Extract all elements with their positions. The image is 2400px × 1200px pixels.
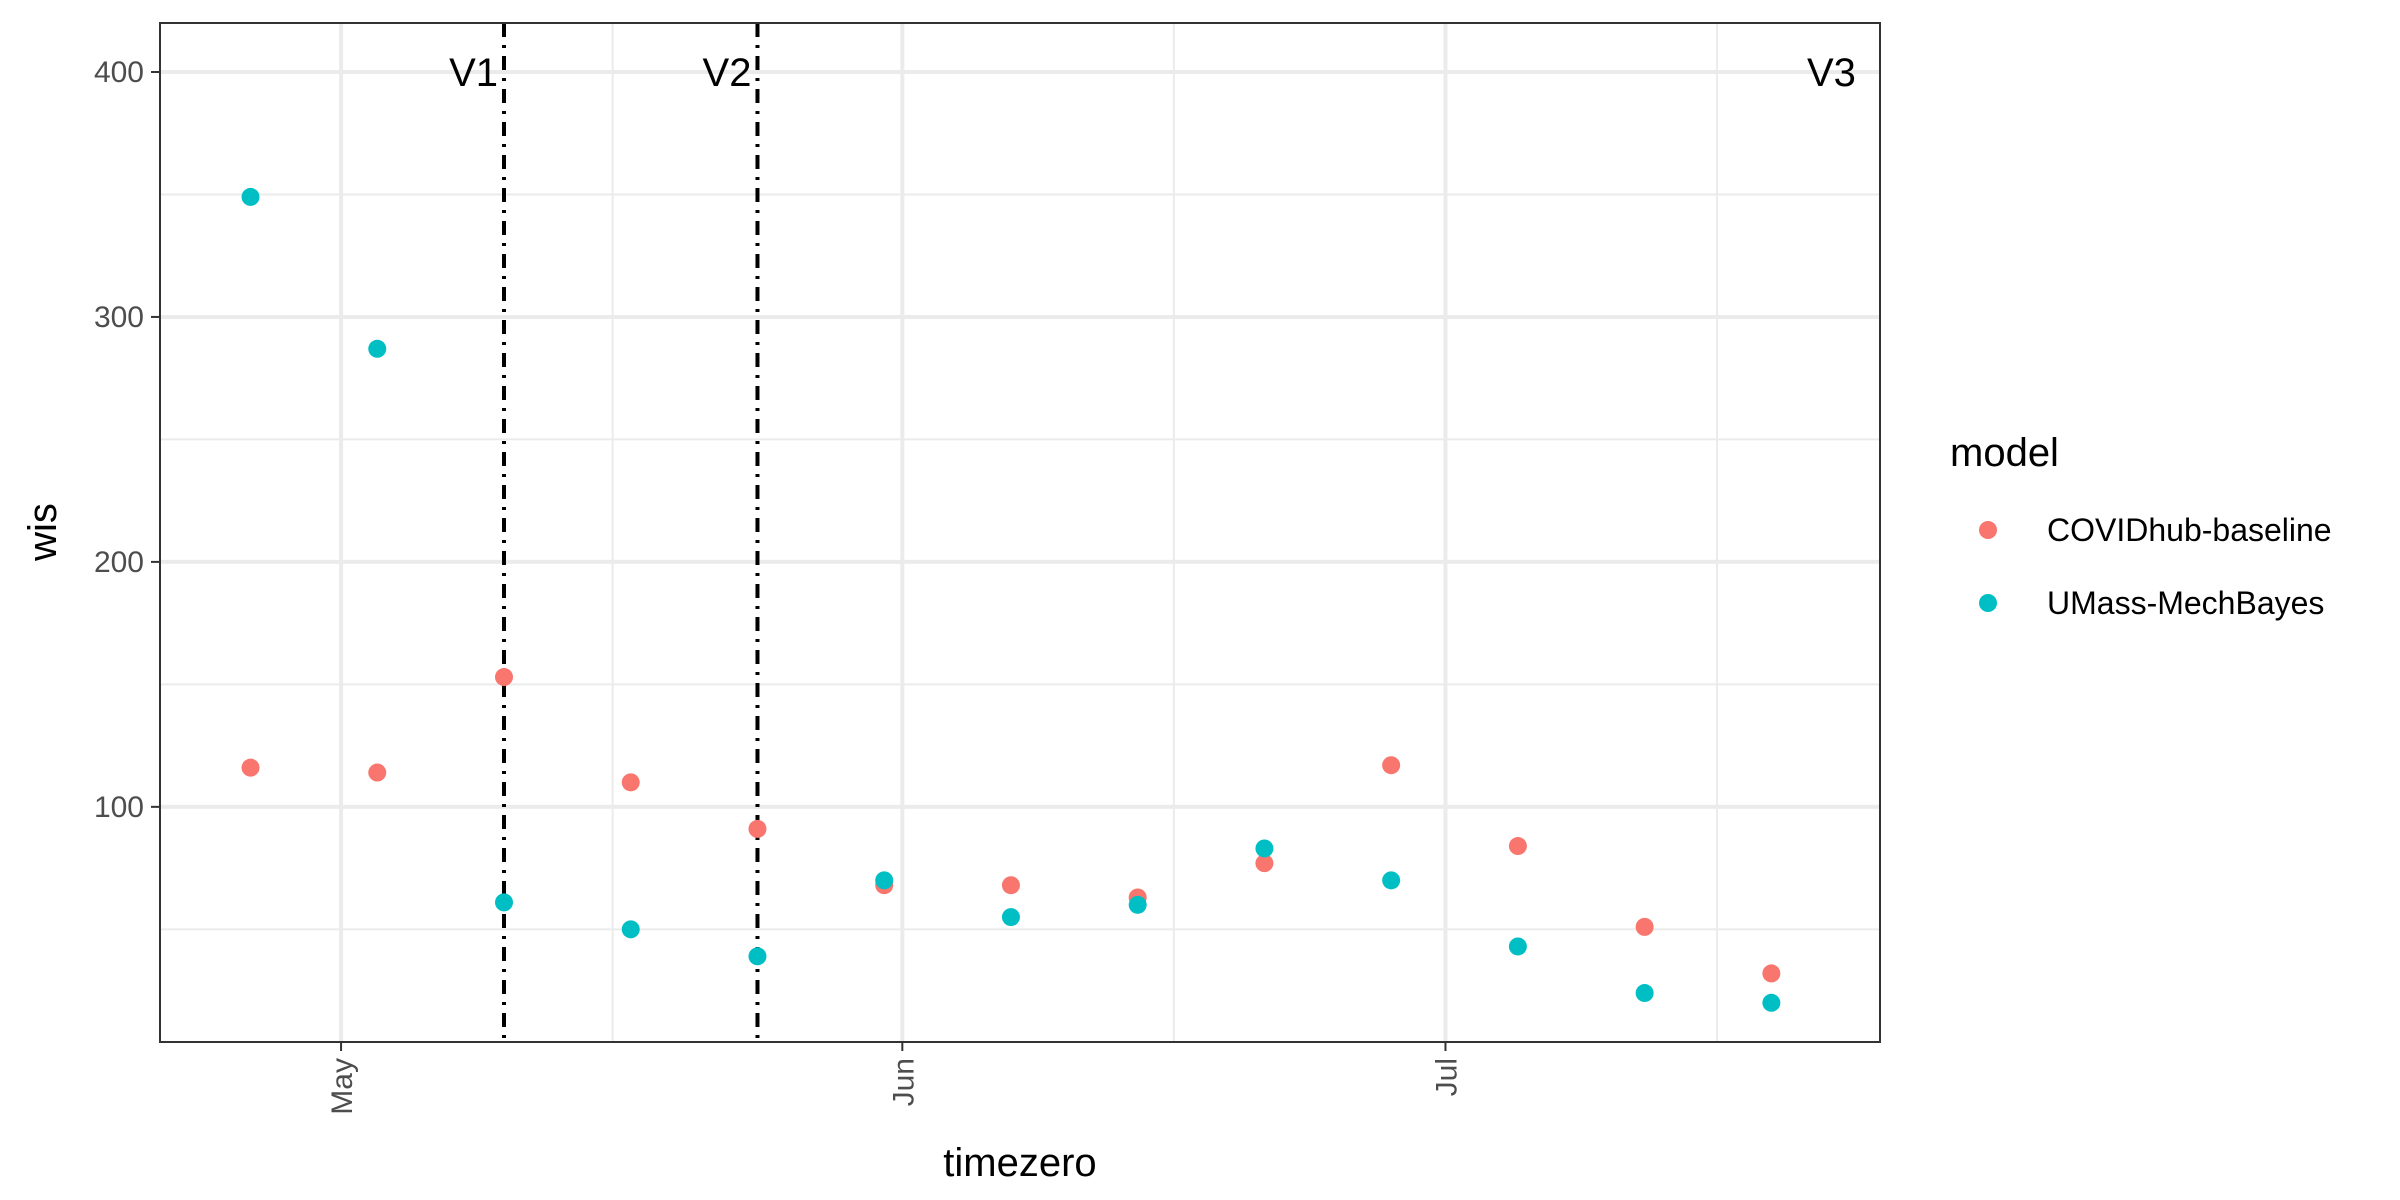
point-covidhub-baseline — [1382, 756, 1401, 775]
major-gridlines — [160, 23, 1880, 1042]
minor-gridlines — [160, 23, 1880, 1042]
x-axis-title: timezero — [943, 1141, 1096, 1185]
point-covidhub-baseline — [621, 773, 640, 792]
y-tick-label: 100 — [94, 791, 144, 824]
x-tick-label-may: May — [326, 1058, 359, 1115]
y-tick-label: 200 — [94, 546, 144, 579]
x-tick-label-jun: Jun — [887, 1058, 920, 1106]
legend-label-covidhub-baseline: COVIDhub-baseline — [2047, 512, 2332, 548]
x-axis: May Jun Jul — [326, 1042, 1463, 1115]
x-tick-label-jul: Jul — [1430, 1058, 1463, 1096]
point-umass-mechbayes — [1255, 839, 1274, 858]
point-covidhub-baseline — [1635, 917, 1654, 936]
panel-border — [159, 22, 1881, 1043]
vertical-reference-lines: V1 V2 V3 — [449, 23, 1856, 1042]
legend-label-umass-mechbayes: UMass-MechBayes — [2047, 585, 2324, 621]
point-covidhub-baseline — [1001, 876, 1020, 895]
point-covidhub-baseline — [241, 758, 260, 777]
point-covidhub-baseline — [1762, 964, 1781, 983]
point-umass-mechbayes — [1001, 908, 1020, 927]
point-umass-mechbayes — [1382, 871, 1401, 890]
legend-key-covidhub-baseline — [1979, 521, 1997, 539]
y-axis: 100 200 300 400 — [94, 56, 160, 824]
point-covidhub-baseline — [368, 763, 387, 782]
point-umass-mechbayes — [1762, 993, 1781, 1012]
vline-label-v2: V2 — [703, 51, 752, 95]
legend-title: model — [1950, 431, 2059, 475]
y-axis-title: wis — [21, 503, 65, 562]
vline-label-v1: V1 — [449, 51, 498, 95]
legend-key-umass-mechbayes — [1979, 594, 1997, 612]
point-covidhub-baseline — [1255, 854, 1274, 873]
point-umass-mechbayes — [1128, 895, 1147, 914]
data-points — [241, 187, 1781, 1012]
point-umass-mechbayes — [875, 871, 894, 890]
point-umass-mechbayes — [495, 893, 513, 912]
point-covidhub-baseline — [495, 668, 513, 687]
y-tick-label: 400 — [94, 56, 144, 89]
point-covidhub-baseline — [748, 819, 767, 838]
y-tick-label: 300 — [94, 301, 144, 334]
point-umass-mechbayes — [748, 947, 767, 966]
vline-label-v3: V3 — [1807, 51, 1856, 95]
point-umass-mechbayes — [1508, 937, 1527, 956]
point-umass-mechbayes — [1635, 984, 1654, 1003]
point-umass-mechbayes — [368, 339, 387, 358]
point-covidhub-baseline — [1508, 837, 1527, 856]
point-umass-mechbayes — [241, 187, 260, 206]
legend: model COVIDhub-baseline UMass-MechBayes — [1950, 431, 2332, 621]
point-umass-mechbayes — [621, 920, 640, 939]
